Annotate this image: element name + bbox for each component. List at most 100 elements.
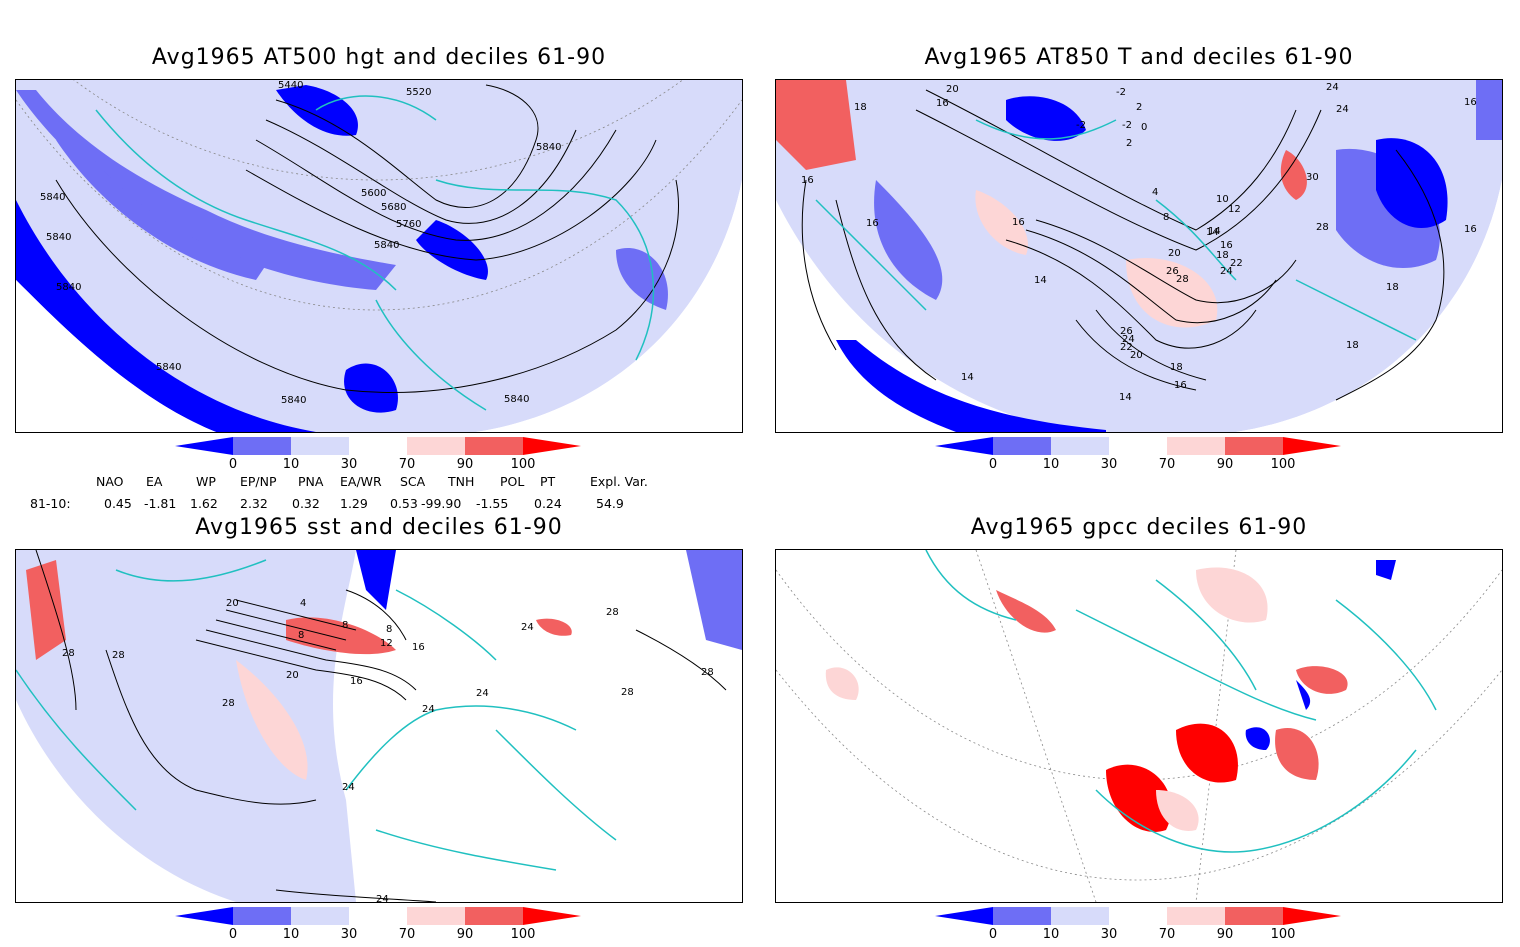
- contour-label: 20: [286, 670, 299, 681]
- contour-label: 14: [1208, 226, 1221, 237]
- colorbar-tick: 90: [456, 927, 474, 942]
- contour-label: 5840: [56, 282, 81, 293]
- index-value: -99.90: [421, 496, 462, 511]
- index-value: 0.45: [104, 496, 132, 511]
- colorbar-segment-0: [175, 907, 233, 925]
- contour-label: 28: [62, 648, 75, 659]
- colorbar-tick: 0: [988, 457, 998, 472]
- colorbar-tick: 100: [1270, 457, 1296, 472]
- contour-label: 24: [476, 688, 489, 699]
- index-header: WP: [196, 474, 216, 489]
- contour-label: 20: [946, 84, 959, 95]
- contour-label: 14: [961, 372, 974, 383]
- colorbar-segment-2: [291, 907, 349, 925]
- colorbar-tick: 100: [1270, 927, 1296, 942]
- contour-label: 18: [1170, 362, 1183, 373]
- contour-label: 28: [1176, 274, 1189, 285]
- contour-label: 22: [1120, 342, 1133, 353]
- colorbar-tick: 10: [282, 457, 300, 472]
- colorbar-tick: 90: [1216, 457, 1234, 472]
- index-value: 1.29: [340, 496, 368, 511]
- contour-label: 28: [621, 687, 634, 698]
- contour-label: 2: [1136, 102, 1142, 113]
- contour-label: 22: [1230, 258, 1243, 269]
- contour-label: 24: [422, 704, 435, 715]
- contour-label: 4: [1152, 187, 1158, 198]
- colorbar-segment-4: [407, 907, 465, 925]
- contour-label: 5840: [40, 192, 65, 203]
- contour-label: 28: [606, 607, 619, 618]
- index-header: PT: [540, 474, 556, 489]
- map-t850: 20 18 16 -2 -2 -2 0 2 2 24 24 16 16 16 1…: [775, 79, 1503, 433]
- contour-label: -2: [1116, 87, 1126, 98]
- colorbar-segment-5: [1225, 437, 1283, 455]
- contour-label: 16: [866, 218, 879, 229]
- contour-label: 26: [1166, 266, 1179, 277]
- contour-label: 8: [386, 624, 392, 635]
- contour-label: 2: [1126, 138, 1132, 149]
- colorbar-tick: 70: [1158, 457, 1176, 472]
- colorbar-segment-6: [523, 907, 581, 925]
- contour-label: 16: [1220, 240, 1233, 251]
- colorbar-segment-3: [349, 437, 407, 455]
- contour-label: 24: [1336, 104, 1349, 115]
- contour-label: 28: [222, 698, 235, 709]
- index-header: EP/NP: [240, 474, 277, 489]
- colorbar-segment-6: [523, 437, 581, 455]
- index-value: 0.53: [390, 496, 418, 511]
- colorbar-tick: 0: [228, 927, 238, 942]
- colorbar-bottom-left: 0 10 30 70 90 100: [175, 907, 595, 947]
- contour-label: 8: [1163, 212, 1169, 223]
- contour-label: 24: [376, 894, 389, 902]
- contour-label: 5840: [374, 240, 399, 251]
- colorbar-tick: 100: [510, 927, 536, 942]
- contour-label: 28: [112, 650, 125, 661]
- contour-label: 5520: [406, 87, 431, 98]
- contour-label: 5760: [396, 219, 421, 230]
- contour-label: 5840: [156, 362, 181, 373]
- index-header: NAO: [96, 474, 124, 489]
- colorbar-top-left: 0 10 30 70 90 100: [175, 437, 595, 477]
- index-header: POL: [500, 474, 525, 489]
- contour-label: 5600: [361, 188, 386, 199]
- contour-label: 16: [1464, 224, 1477, 235]
- colorbar-tick: 10: [282, 927, 300, 942]
- colorbar-tick: 70: [398, 457, 416, 472]
- contour-label: 16: [1174, 380, 1187, 391]
- index-header: PNA: [298, 474, 324, 489]
- contour-label: 30: [1306, 172, 1319, 183]
- contour-label: 8: [342, 620, 348, 631]
- contour-label: 24: [1326, 82, 1339, 93]
- colorbar-tick: 70: [1158, 927, 1176, 942]
- colorbar-segment-5: [465, 437, 523, 455]
- colorbar-bottom-right: 0 10 30 70 90 100: [935, 907, 1355, 947]
- contour-label: 14: [1206, 227, 1219, 238]
- contour-label: 5440: [278, 80, 303, 91]
- index-header: EA: [146, 474, 163, 489]
- contour-label: -2: [1122, 120, 1132, 131]
- index-value: -1.81: [144, 496, 177, 511]
- contour-label: 20: [1168, 248, 1181, 259]
- index-value: 1.62: [190, 496, 218, 511]
- colorbar-segment-0: [935, 907, 993, 925]
- contour-label: 18: [1386, 282, 1399, 293]
- colorbar-segment-1: [233, 907, 291, 925]
- contour-label: 18: [854, 102, 867, 113]
- contour-label: 14: [1034, 275, 1047, 286]
- colorbar-segment-0: [935, 437, 993, 455]
- index-header: SCA: [400, 474, 426, 489]
- contour-label: 18: [1216, 250, 1229, 261]
- index-value: 0.32: [292, 496, 320, 511]
- contour-label: 26: [1120, 326, 1133, 337]
- contour-label: 24: [342, 782, 355, 793]
- contour-label: 12: [1228, 204, 1241, 215]
- colorbar-segment-3: [1109, 907, 1167, 925]
- index-header: TNH: [448, 474, 475, 489]
- colorbar-top-right: 0 10 30 70 90 100: [935, 437, 1355, 477]
- index-header: Expl. Var.: [590, 474, 648, 489]
- index-header: EA/WR: [340, 474, 382, 489]
- contour-label: 5840: [46, 232, 71, 243]
- contour-label: 16: [412, 642, 425, 653]
- contour-label: 0: [1141, 122, 1147, 133]
- contour-label: 12: [380, 638, 393, 649]
